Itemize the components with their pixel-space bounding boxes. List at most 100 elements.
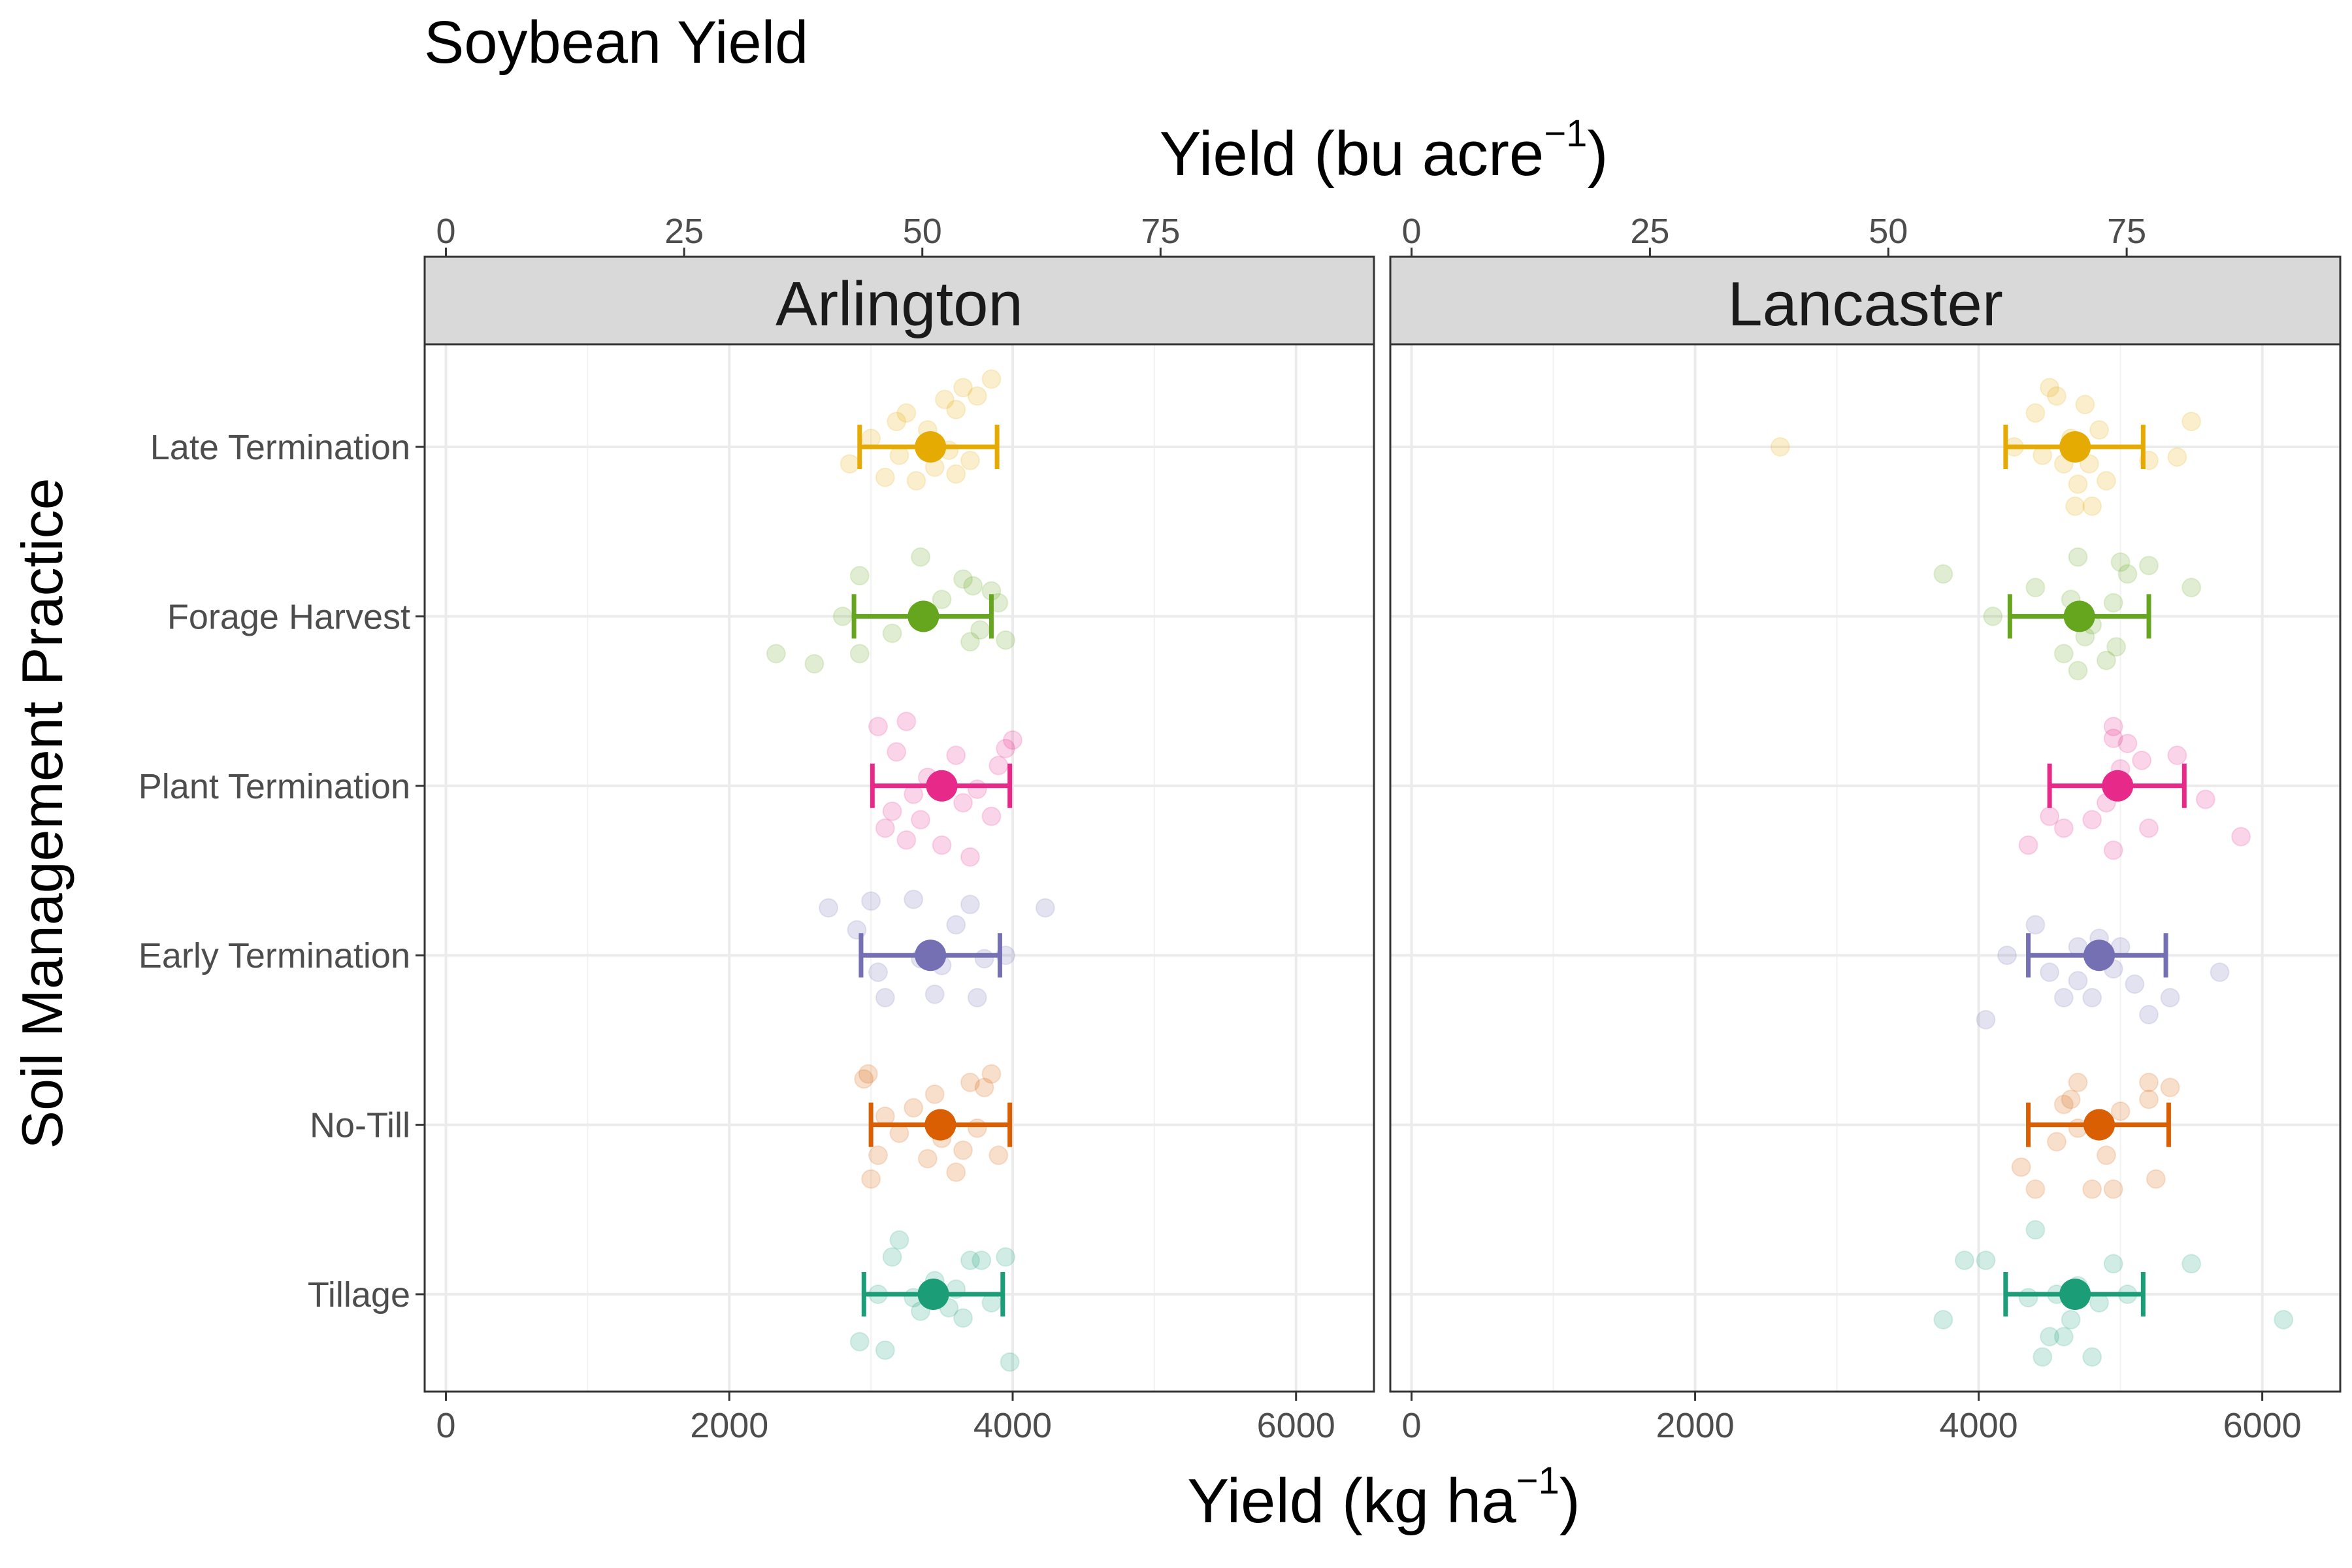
facet-strip-lancaster: [1389, 255, 2342, 346]
data-point-no-till: [2160, 1077, 2180, 1098]
data-point-early-termination: [946, 915, 966, 935]
data-point-late-termination: [840, 453, 860, 474]
data-point-forage-harvest: [2103, 593, 2123, 613]
data-point-late-termination: [981, 369, 1002, 389]
data-point-plant-termination: [2018, 835, 2038, 855]
data-point-no-till: [960, 1072, 980, 1092]
data-point-plant-termination: [2103, 840, 2123, 860]
mean-point-tillage: [2059, 1279, 2091, 1310]
top-tick-label: 0: [1402, 212, 1422, 251]
data-point-late-termination: [2181, 412, 2202, 432]
data-point-late-termination: [906, 470, 926, 491]
data-point-plant-termination: [896, 830, 917, 850]
data-point-plant-termination: [887, 742, 907, 762]
data-point-plant-termination: [946, 745, 966, 766]
x-tick-label: 4000: [973, 1406, 1052, 1445]
data-point-early-termination: [904, 889, 924, 909]
data-point-plant-termination: [2117, 733, 2138, 753]
data-point-late-termination: [2040, 378, 2060, 398]
top-tick-label: 75: [2107, 212, 2146, 251]
data-point-plant-termination: [953, 792, 973, 813]
mean-point-late-termination: [915, 431, 947, 463]
data-point-forage-harvest: [766, 644, 786, 664]
data-point-late-termination: [2082, 496, 2102, 516]
data-point-tillage: [1976, 1250, 1996, 1271]
data-point-early-termination: [2040, 962, 2060, 983]
data-point-tillage: [2033, 1347, 2053, 1367]
mean-point-no-till: [2083, 1109, 2115, 1141]
top-tick-label: 25: [664, 212, 704, 251]
data-point-no-till: [981, 1064, 1002, 1084]
data-point-tillage: [889, 1230, 909, 1250]
data-point-no-till: [967, 1118, 987, 1138]
data-point-forage-harvest: [2025, 578, 2046, 598]
plot-area-arlington: [425, 344, 1374, 1392]
data-point-no-till: [868, 1145, 888, 1166]
data-point-late-termination: [967, 386, 987, 406]
data-point-early-termination: [960, 894, 980, 915]
y-tick-label-plant-termination: Plant Termination: [139, 767, 410, 806]
facet-strip-arlington: [423, 255, 1375, 346]
data-point-late-termination: [953, 378, 973, 398]
data-point-late-termination: [2068, 474, 2088, 495]
data-point-late-termination: [934, 389, 955, 410]
data-point-tillage: [882, 1247, 902, 1267]
data-point-forage-harvest: [2096, 650, 2116, 670]
mean-point-forage-harvest: [2063, 600, 2095, 632]
top-axis-title-close: ): [1587, 119, 1608, 189]
data-point-early-termination: [1997, 945, 2017, 966]
data-point-early-termination: [924, 984, 945, 1004]
panels-layer: Arlington 0 2000 4000 6000 0 25 50 75 Late Termin…: [139, 212, 2342, 1445]
data-point-plant-termination: [2139, 818, 2159, 838]
data-point-plant-termination: [2231, 826, 2251, 847]
data-point-forage-harvest: [1983, 606, 2003, 627]
data-point-forage-harvest: [2110, 552, 2131, 572]
top-axis-title-sup: −1: [1544, 112, 1587, 155]
x-tick-label: 6000: [2223, 1406, 2302, 1445]
y-tick-label-late-termination: Late Termination: [150, 428, 410, 467]
data-point-plant-termination: [2082, 809, 2102, 830]
data-point-forage-harvest: [882, 623, 902, 644]
data-point-plant-termination: [868, 717, 888, 737]
data-point-forage-harvest: [996, 630, 1016, 650]
data-point-no-till: [924, 1084, 945, 1104]
data-point-late-termination: [946, 464, 966, 484]
data-point-late-termination: [2065, 496, 2085, 516]
y-axis-title: Soil Management Practice: [10, 478, 74, 1149]
data-point-plant-termination: [2103, 717, 2123, 737]
bottom-axis-title-main: Yield (kg ha: [1187, 1466, 1516, 1536]
data-point-early-termination: [2068, 971, 2088, 991]
data-point-tillage: [953, 1308, 973, 1328]
data-point-tillage: [2025, 1220, 2046, 1240]
data-point-no-till: [917, 1149, 938, 1169]
x-tick-label: 6000: [1257, 1406, 1335, 1445]
data-point-no-till: [988, 1145, 1009, 1166]
top-axis-title: Yield (bu acre−1): [1160, 112, 1609, 189]
data-point-late-termination: [2025, 403, 2046, 423]
data-point-tillage: [1954, 1250, 1974, 1271]
data-point-plant-termination: [911, 809, 931, 830]
mean-point-forage-harvest: [907, 600, 939, 632]
data-point-forage-harvest: [911, 547, 931, 567]
data-point-no-till: [953, 1140, 973, 1160]
chart-title: Soybean Yield: [424, 9, 808, 76]
data-point-forage-harvest: [932, 589, 952, 610]
data-point-no-till: [904, 1098, 924, 1118]
data-point-no-till: [2025, 1179, 2046, 1200]
data-point-early-termination: [2053, 988, 2074, 1008]
data-point-forage-harvest: [960, 632, 980, 652]
data-point-forage-harvest: [849, 566, 870, 586]
top-tick-label: 25: [1630, 212, 1669, 251]
data-point-no-till: [861, 1169, 881, 1189]
top-axis-title-main: Yield (bu acre: [1160, 119, 1544, 189]
panel-arlington: Arlington 0 2000 4000 6000 0 25 50 75 Late Termin…: [139, 212, 1375, 1445]
bottom-axis-title-sup: −1: [1516, 1460, 1560, 1502]
data-point-plant-termination: [988, 755, 1009, 776]
data-point-no-till: [946, 1162, 966, 1183]
data-point-no-till: [2053, 1094, 2074, 1115]
mean-point-no-till: [924, 1109, 956, 1141]
x-tick-label: 4000: [1940, 1406, 2018, 1445]
data-point-late-termination: [2075, 395, 2095, 415]
data-point-plant-termination: [2053, 818, 2074, 838]
data-point-tillage: [2040, 1326, 2060, 1347]
